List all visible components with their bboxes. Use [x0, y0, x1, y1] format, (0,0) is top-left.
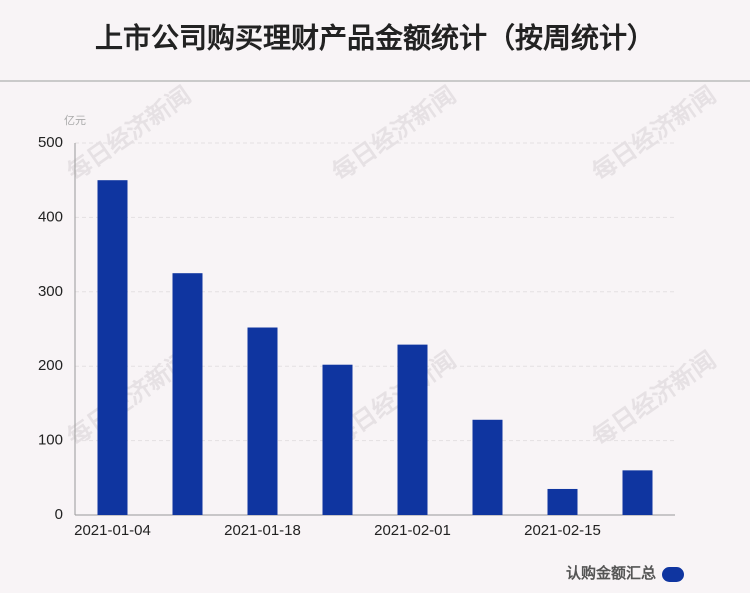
bar — [247, 327, 278, 515]
legend-label: 认购金额汇总 — [566, 564, 656, 582]
legend-swatch — [662, 567, 684, 582]
y-tick-label: 400 — [38, 208, 63, 225]
x-tick-label: 2021-01-04 — [74, 522, 151, 539]
chart-title: 上市公司购买理财产品金额统计（按周统计） — [95, 21, 655, 53]
bar — [547, 488, 578, 515]
y-tick-label: 500 — [38, 134, 63, 151]
x-tick-label: 2021-01-18 — [224, 522, 301, 539]
bar — [472, 419, 503, 515]
x-tick-label: 2021-02-01 — [374, 522, 451, 539]
bar — [97, 180, 128, 515]
y-tick-label: 100 — [38, 432, 63, 449]
y-unit: 亿元 — [64, 114, 86, 127]
bar — [397, 344, 428, 515]
y-tick-label: 200 — [38, 357, 63, 374]
y-tick-label: 300 — [38, 283, 63, 300]
x-tick-label: 2021-02-15 — [524, 522, 601, 539]
y-tick-label: 0 — [55, 506, 63, 523]
bar — [322, 364, 353, 515]
bar — [622, 470, 653, 515]
bar — [172, 273, 203, 515]
